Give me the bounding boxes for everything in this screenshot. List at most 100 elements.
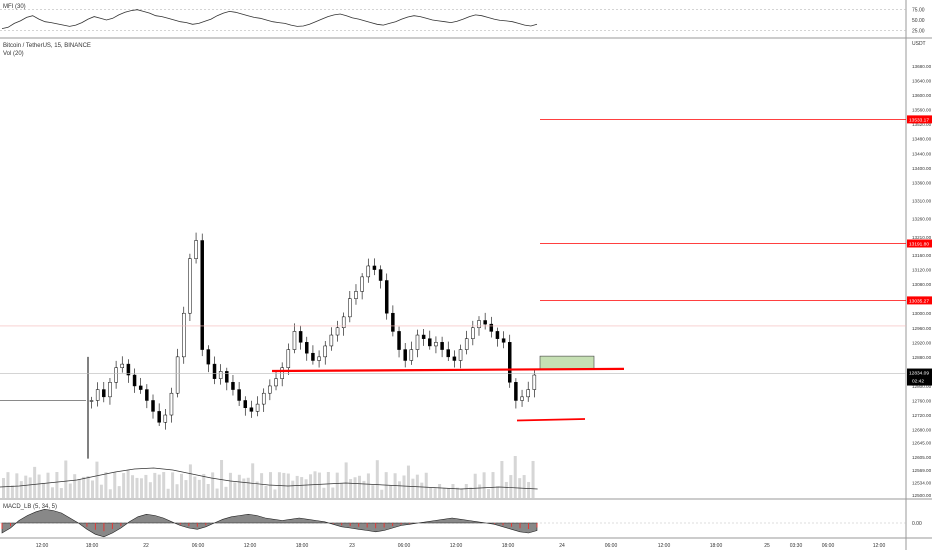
time-tick-label: 18:00	[296, 543, 309, 549]
mfi-indicator: 75.00 50.00 25.00	[0, 7, 925, 35]
volume-bar	[42, 482, 46, 498]
candle-body	[268, 385, 272, 394]
volume-bar	[148, 482, 152, 498]
candle-body	[532, 374, 537, 390]
candle-body	[323, 345, 327, 358]
drawing-objects[interactable]	[0, 118, 906, 422]
candle-body	[169, 392, 174, 416]
price-level-tag	[907, 296, 932, 305]
candle-body	[341, 316, 346, 329]
volume-bar	[331, 487, 335, 498]
volume-bar	[28, 477, 32, 498]
time-tick-label: 12:00	[450, 543, 463, 549]
volume-bar	[264, 485, 268, 498]
candle-body	[366, 265, 371, 278]
price-tick-label: 12760.00	[912, 398, 932, 403]
volume-bar	[15, 473, 19, 498]
volume-bar	[2, 478, 5, 498]
volume-ma-line	[0, 467, 538, 490]
volume-bar	[99, 484, 103, 498]
volume-bar	[317, 472, 321, 498]
highlight-zone-rect	[539, 355, 595, 370]
candle-body	[483, 320, 487, 325]
candle-body	[403, 349, 407, 361]
volume-bar	[95, 461, 99, 498]
price-tick-label: 12960.00	[912, 326, 932, 331]
volume-bar	[104, 472, 108, 498]
volume-bar	[10, 485, 14, 498]
mfi-line	[1, 9, 538, 29]
volume-bar	[144, 474, 148, 498]
candle-body	[206, 349, 211, 365]
volume-bar	[86, 476, 90, 498]
volume-bar	[469, 487, 473, 498]
price-tick-label: 12500.00	[912, 493, 932, 498]
time-tick-label: 22	[143, 543, 149, 549]
volume-bar	[233, 482, 237, 498]
volume-bar	[215, 488, 219, 498]
candle-body	[261, 392, 266, 405]
candle-body	[225, 371, 229, 383]
price-axis[interactable]: 13680.00 13640.00 13600.00 13560.00 13520.00…	[907, 64, 932, 498]
price-tick-label: 13440.00	[912, 151, 932, 156]
volume-bar	[295, 475, 299, 498]
volume-bar	[162, 472, 166, 498]
candle-body	[514, 382, 518, 401]
candle-body	[218, 371, 223, 379]
candle-body	[89, 400, 94, 402]
price-tick-label: 13360.00	[912, 180, 932, 185]
candle-body	[384, 280, 389, 314]
volume-bar	[531, 460, 535, 498]
candle-body	[108, 382, 112, 398]
volume-bar	[340, 483, 344, 498]
price-tick-label: 13260.00	[912, 217, 932, 222]
volume-bar	[46, 472, 50, 498]
volume-bar	[411, 478, 415, 498]
price-tick-label: 12569.00	[912, 468, 932, 473]
volume-bar	[55, 472, 59, 498]
volume-bar	[415, 474, 419, 498]
candle-body	[421, 334, 426, 339]
volume-bar	[255, 481, 259, 498]
candle-body	[477, 320, 481, 329]
time-axis[interactable]: 12:00 18:00 22 06:00 12:00 18:00 23 06:00 12:00 1…	[36, 543, 886, 549]
price-tick-label: 12720.00	[912, 413, 932, 418]
price-tick-label: 13120.00	[912, 268, 932, 273]
volume-bar	[242, 478, 246, 498]
volume-bar	[6, 472, 10, 498]
candle-body	[458, 349, 463, 361]
volume-bar	[326, 472, 330, 498]
candle-body	[182, 312, 186, 358]
volume-bar	[344, 462, 348, 498]
support-trend-line	[271, 367, 625, 373]
price-tick-label: 12880.00	[912, 355, 932, 360]
price-tick-label: 13480.00	[912, 137, 932, 142]
volume-label: Vol (20)	[3, 51, 24, 57]
price-tick-label: 13560.00	[912, 108, 932, 113]
price-tick-label: 13400.00	[912, 166, 932, 171]
candle-body	[329, 334, 334, 347]
candle-body	[175, 356, 180, 394]
volume-bar	[402, 475, 406, 498]
volume-bar	[19, 481, 23, 498]
volume-bar	[362, 480, 366, 498]
candle-body	[446, 349, 450, 358]
volume-bar	[211, 472, 215, 498]
mfi-tick-label: 75.00	[912, 7, 925, 13]
time-tick-label: 12:00	[244, 543, 257, 549]
volume-bar	[460, 488, 464, 498]
volume-bar	[220, 460, 224, 498]
volume-bar	[495, 486, 499, 498]
candle-body	[231, 382, 235, 390]
price-level-tag-text: 13533.17	[909, 117, 929, 123]
candle-body	[212, 363, 217, 379]
time-tick-label: 03:30	[790, 543, 803, 549]
candle-body	[163, 414, 168, 423]
price-tick-label: 12680.00	[912, 428, 932, 433]
volume-bar	[309, 474, 313, 498]
volume-bar	[522, 475, 526, 498]
volume-bar	[277, 472, 281, 498]
price-tick-label: 12920.00	[912, 340, 932, 345]
